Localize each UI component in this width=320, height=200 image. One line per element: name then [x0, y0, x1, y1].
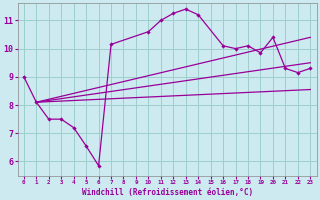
X-axis label: Windchill (Refroidissement éolien,°C): Windchill (Refroidissement éolien,°C) — [82, 188, 253, 197]
